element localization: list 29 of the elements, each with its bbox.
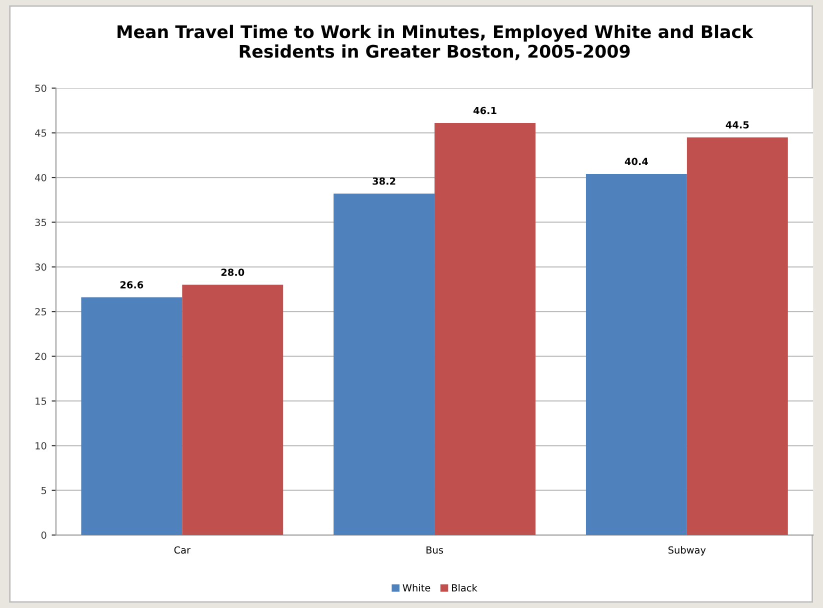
legend-label: White [402, 584, 430, 592]
y-tick-label: 0 [41, 532, 46, 539]
bar [334, 194, 435, 536]
y-tick-label: 50 [35, 84, 46, 92]
y-tick-label: 20 [35, 352, 46, 360]
bar [434, 123, 536, 536]
x-tick-label: Bus [426, 546, 444, 554]
y-tick-label: 40 [35, 174, 46, 182]
data-label: 28.0 [221, 268, 244, 276]
bar [81, 297, 182, 536]
y-tick-label: 35 [35, 218, 46, 226]
y-tick-label: 30 [35, 263, 46, 271]
x-tick-label: Car [174, 546, 191, 554]
data-label: 40.4 [624, 158, 648, 166]
y-tick-label: 45 [35, 129, 46, 137]
y-tick-label: 15 [36, 398, 46, 405]
chart-title: Mean Travel Time to Work in Minutes, Employed White and Black Residents in Greater Boston, 2005-2009 [118, 24, 754, 60]
x-tick-label: Subway [668, 546, 706, 556]
bar [686, 137, 788, 536]
y-tick-label: 5 [42, 486, 46, 494]
data-label: 46.1 [473, 106, 496, 114]
bar [586, 174, 687, 536]
data-label: 26.6 [120, 281, 144, 288]
data-label: 38.2 [372, 177, 396, 185]
y-tick-label: 10 [36, 442, 46, 450]
data-label: 44.5 [726, 121, 749, 128]
bar [182, 284, 284, 536]
legend-label: Black [452, 584, 478, 592]
y-tick-label: 25 [35, 308, 46, 316]
